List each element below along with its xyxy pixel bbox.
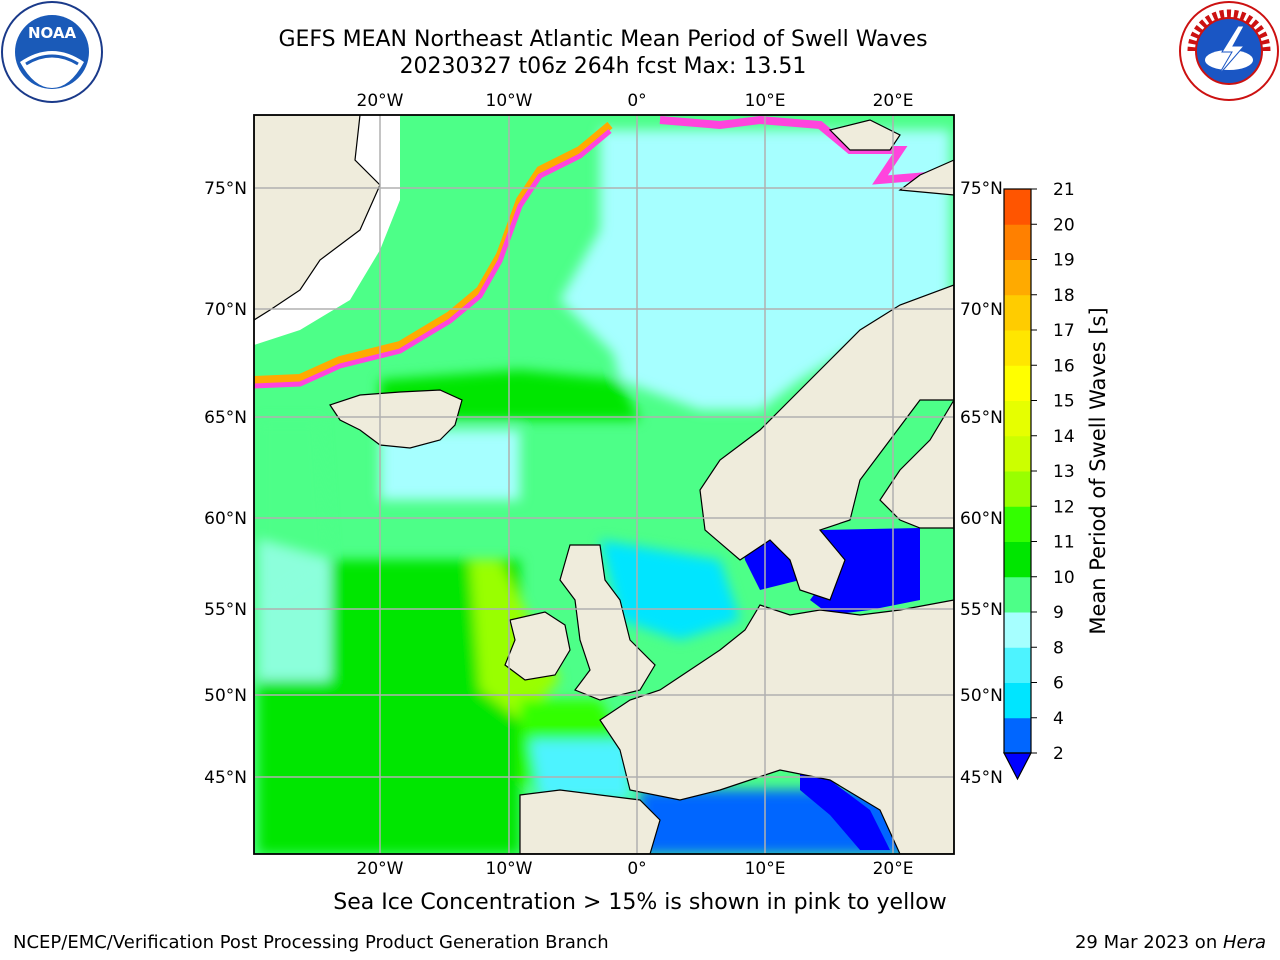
colorbar-tick-label: 21 [1053,180,1075,200]
colorbar-segment [1004,717,1031,754]
colorbar-segment [1004,506,1031,542]
lat-labels-left: 75°N 70°N 65°N 60°N 55°N 50°N 45°N [204,179,247,788]
lat-label: 45°N [960,768,1003,788]
colorbar-tick-label: 10 [1053,568,1075,588]
novaya-zemlya-edge [898,159,954,196]
noaa-logo: NOAA [1,1,103,103]
lon-labels-bottom: 20°W 10°W 0° 10°E 20°E [357,859,914,879]
colorbar-tick-label: 15 [1053,392,1075,412]
lon-label: 0° [627,91,646,111]
sea-ice-svalbard [659,115,941,185]
colorbar-tick-label: 18 [1053,286,1075,306]
lon-labels-top: 20°W 10°W 0° 10°E 20°E [357,91,914,111]
colorbar-tick-label: 20 [1053,215,1075,235]
colorbar-tick-label: 16 [1053,356,1075,376]
lat-label: 55°N [204,600,247,620]
sea-ice-edge-pink [254,129,612,389]
lon-label: 10°W [486,91,533,111]
colorbar-tick-label: 4 [1053,709,1064,729]
colorbar-segment [1004,612,1031,648]
adriatic-sea [800,770,890,850]
colorbar-segment [1004,400,1031,437]
lon-label: 10°W [486,859,533,879]
lat-labels-right: 75°N 70°N 65°N 60°N 55°N 50°N 45°N [960,179,1003,788]
lat-label: 50°N [204,686,247,706]
svalbard [828,119,901,151]
lon-label: 10°E [745,91,786,111]
lat-label: 60°N [960,509,1003,529]
lat-label: 70°N [204,300,247,320]
colorbar-tick-label: 9 [1053,603,1064,623]
colorbar-segment [1004,294,1031,331]
ireland [504,611,571,681]
generation-date: 29 Mar 2023 on Hera [1075,932,1266,953]
page-title: GEFS MEAN Northeast Atlantic Mean Period… [278,27,928,52]
colorbar-segment [1004,647,1031,683]
finland-russia [879,398,954,529]
colorbar-tick-label: 17 [1053,321,1075,341]
iberia [519,789,661,854]
continental-europe [599,599,954,854]
colorbar-tick-label: 6 [1053,674,1064,694]
colorbar-segment [1004,189,1031,225]
colorbar-tick-label: 19 [1053,251,1075,271]
lat-label: 55°N [960,600,1003,620]
lon-label: 20°W [357,859,404,879]
date-text: 29 Mar 2023 on [1074,932,1223,953]
lat-label: 60°N [204,509,247,529]
graticule [254,115,954,854]
colorbar-tick-label: 8 [1053,638,1064,658]
colorbar-tick-label: 13 [1053,462,1075,482]
sea-ice-note: Sea Ice Concentration > 15% is shown in … [333,890,947,915]
forecast-subtitle: 20230327 t06z 264h fcst Max: 13.51 [399,54,807,79]
colorbar-tick-label: 2 [1053,744,1064,764]
colorbar-segment [1004,224,1031,260]
map-frame [253,114,955,855]
iceland [329,389,463,449]
lon-label: 20°E [873,91,914,111]
colorbar-segment [1004,541,1031,578]
colorbar: 2 4 6 8 9 10 11 12 13 14 15 16 17 18 19 20 21 [1003,180,1075,781]
colorbar-extend-arrow [1003,752,1032,781]
machine-name: Hera [1222,932,1266,953]
lon-label: 20°W [357,91,404,111]
lat-label: 75°N [204,179,247,199]
colorbar-segment [1004,682,1031,719]
lat-label: 75°N [960,179,1003,199]
lat-label: 65°N [204,408,247,428]
scandinavia [699,284,954,601]
producer-credit: NCEP/EMC/Verification Post Processing Pr… [13,932,609,953]
colorbar-segment [1004,330,1031,366]
lat-label: 50°N [960,686,1003,706]
land-masses [254,115,954,854]
lon-label: 10°E [745,859,786,879]
colorbar-tick-label: 11 [1053,533,1075,553]
colorbar-tick-label: 12 [1053,497,1075,517]
noaa-logo-text: NOAA [28,24,77,42]
sea-ice-edge [254,121,613,384]
lat-label: 70°N [960,300,1003,320]
colorbar-segment [1004,471,1031,507]
colorbar-segment [1004,435,1031,472]
lat-label: 45°N [204,768,247,788]
colorbar-tick-label: 14 [1053,427,1075,447]
colorbar-title: Mean Period of Swell Waves [s] [1086,307,1110,634]
lat-label: 65°N [960,408,1003,428]
lon-label: 0° [627,859,646,879]
greenland-coast [254,115,381,321]
colorbar-segment [1004,365,1031,401]
colorbar-segment [1004,576,1031,613]
lon-label: 20°E [873,859,914,879]
colorbar-segment [1004,259,1031,296]
national-weather-service-logo [1179,1,1279,101]
